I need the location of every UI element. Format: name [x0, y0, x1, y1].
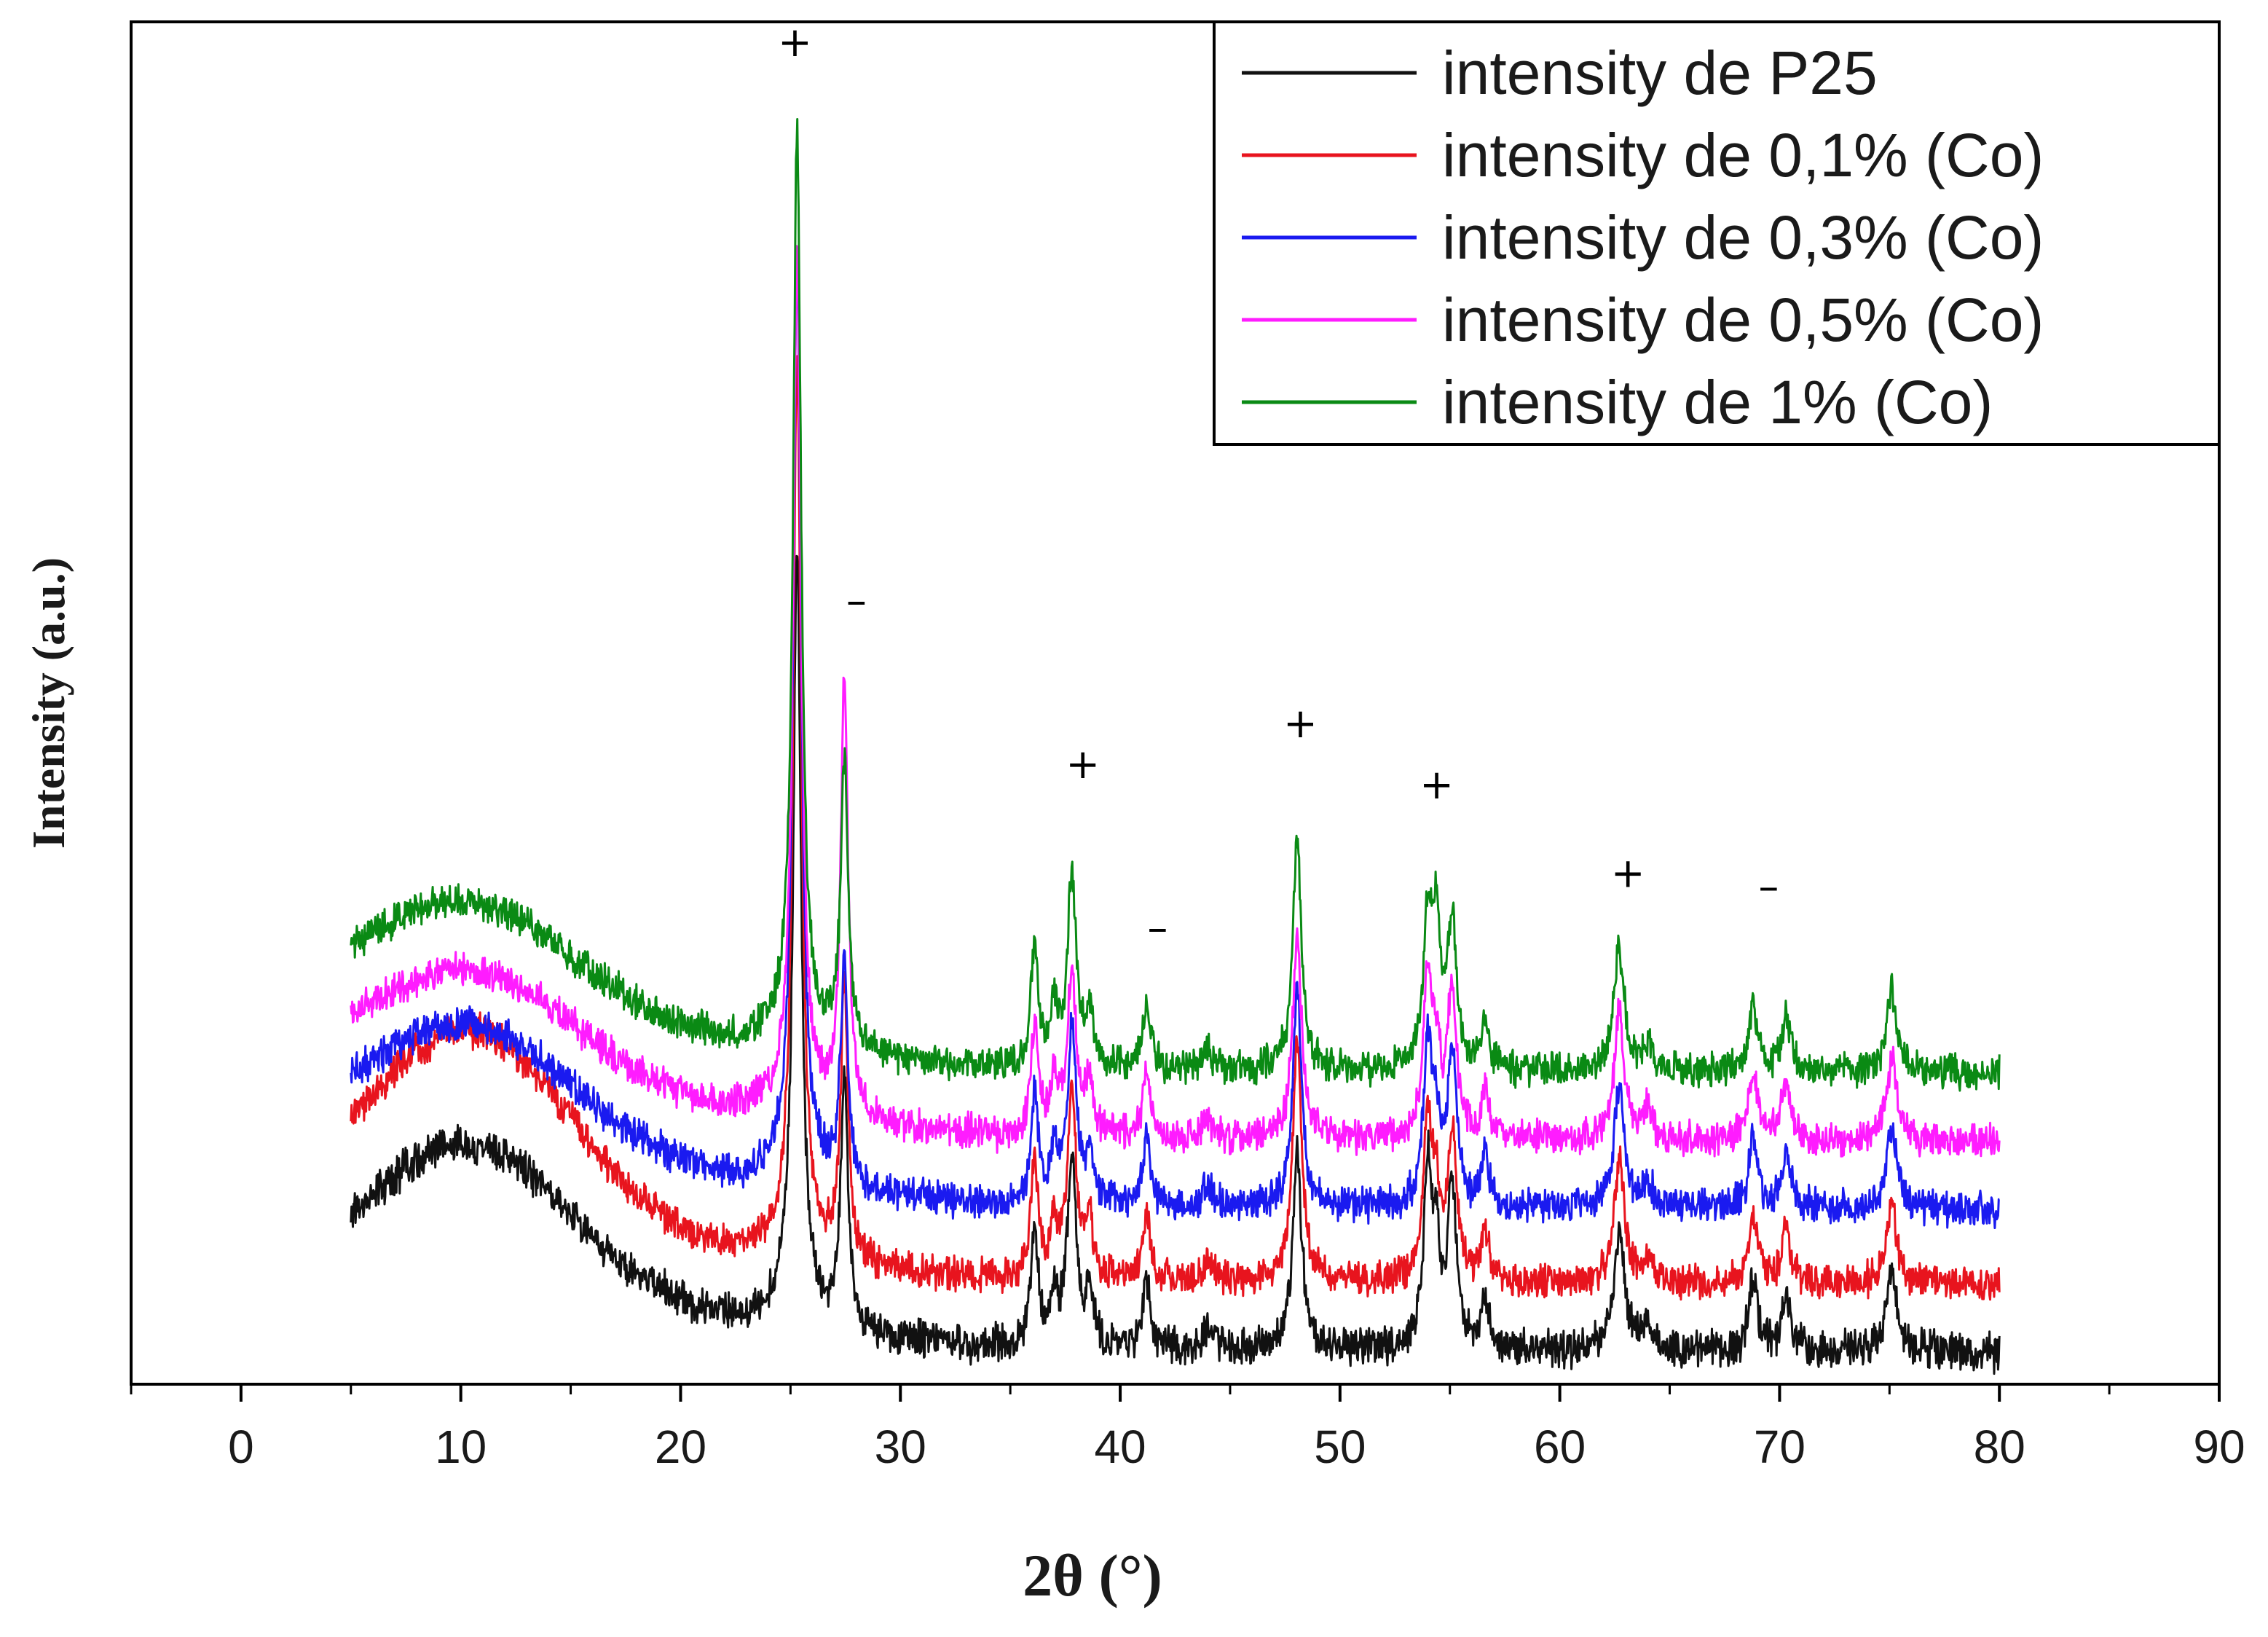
- series-line-2: [350, 355, 2001, 1301]
- x-tick-label: 30: [875, 1421, 926, 1473]
- legend-box: [1213, 20, 2221, 446]
- x-tick-label: 80: [1974, 1421, 2025, 1473]
- legend-label-1: intensity de P25: [1442, 39, 1878, 107]
- x-tick-label: 70: [1754, 1421, 1806, 1473]
- peak-marker-8: –: [1758, 863, 1779, 911]
- series-line-1: [350, 554, 2001, 1375]
- peak-marker-7: +: [1611, 849, 1645, 897]
- peak-marker-5: +: [1283, 700, 1318, 747]
- series-line-4: [350, 245, 2001, 1158]
- series-layer: [350, 118, 2001, 1375]
- series-line-5: [350, 118, 2001, 1092]
- legend: intensity de P25 intensity de 0,1% (Co) in…: [1213, 20, 2221, 446]
- plot-frame: [130, 20, 2221, 1386]
- x-tick-label: 40: [1094, 1421, 1146, 1473]
- x-tick-label: 90: [2193, 1421, 2245, 1473]
- x-tick-label: 0: [228, 1421, 254, 1473]
- peak-marker-6: +: [1420, 761, 1454, 809]
- legend-label-2: intensity de 0,1% (Co): [1442, 121, 2044, 189]
- peak-marker-2: –: [846, 577, 867, 624]
- peak-marker-3: +: [1066, 741, 1100, 788]
- peak-marker-4: –: [1147, 904, 1168, 951]
- peak-markers: + – + – + + + –: [778, 19, 1779, 952]
- y-axis-title: Intensity (a.u.): [23, 557, 74, 849]
- series-line-3: [350, 266, 2000, 1229]
- x-tick-label: 10: [435, 1421, 487, 1473]
- legend-label-4: intensity de 0,5% (Co): [1442, 286, 2044, 354]
- x-tick-label: 20: [655, 1421, 706, 1473]
- peak-marker-1: +: [778, 19, 812, 66]
- x-axis-title: 2θ (°): [1023, 1542, 1162, 1609]
- legend-label-3: intensity de 0,3% (Co): [1442, 203, 2044, 272]
- legend-label-5: intensity de 1% (Co): [1442, 368, 1993, 436]
- x-axis-ticks: 0 10 20 30 40 50 60 70 80 90: [130, 1384, 2245, 1473]
- x-tick-label: 60: [1534, 1421, 1586, 1473]
- x-tick-label: 50: [1314, 1421, 1366, 1473]
